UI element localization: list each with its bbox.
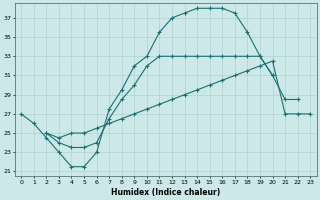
X-axis label: Humidex (Indice chaleur): Humidex (Indice chaleur) [111,188,220,197]
